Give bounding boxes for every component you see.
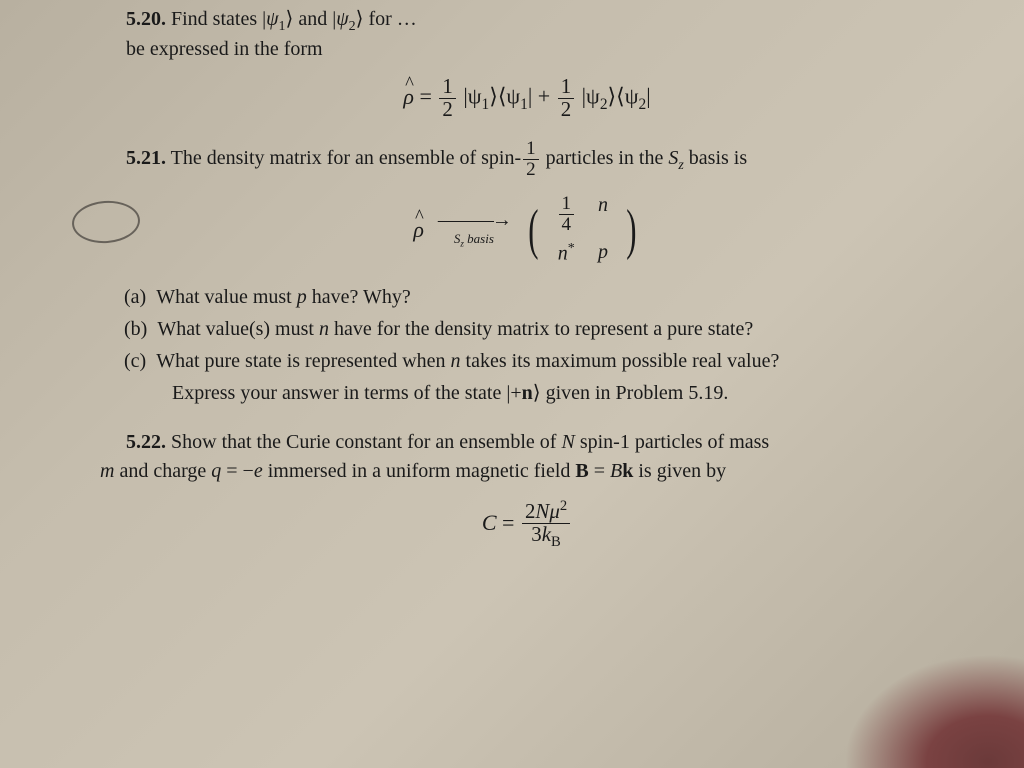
textbook-page: 5.20. Find states |ψ1⟩ and |ψ2⟩ for … be…: [0, 6, 1024, 768]
one-half-inline: 12: [523, 139, 539, 180]
density-matrix: 14 n n* p: [557, 194, 609, 266]
matrix-m11: 14: [557, 194, 577, 235]
rho-hat: ρ: [403, 84, 414, 110]
problem-5-20-line2: be expressed in the form: [90, 36, 964, 62]
density-matrix-equation: ρ ———→ Sz basis ( 14 n n* p: [90, 194, 964, 266]
problem-5-21-statement: 5.21. The density matrix for an ensemble…: [90, 139, 964, 180]
problem-number-5-21: 5.21.: [126, 147, 166, 169]
one-half: 1 2: [439, 76, 455, 121]
matrix-m22: p: [598, 241, 608, 266]
curie-constant-equation: C = 2Nμ2 3kB: [90, 499, 964, 550]
matrix-m21: n*: [557, 241, 577, 266]
problem-5-22-line1: 5.22. Show that the Curie constant for a…: [126, 429, 964, 456]
finger-shadow: [844, 654, 1024, 768]
part-c: (c) What pure state is represented when …: [90, 347, 964, 375]
one-half: 1 2: [558, 76, 574, 121]
curie-fraction: 2Nμ2 3kB: [522, 499, 570, 550]
equation-5-20: ρ = 1 2 |ψ1⟩⟨ψ1| + 1 2 |ψ2⟩⟨ψ2|: [90, 76, 964, 121]
rho-hat: ρ: [413, 217, 424, 243]
problem-5-22: 5.22. Show that the Curie constant for a…: [90, 429, 964, 550]
part-b: (b) What value(s) must n have for the de…: [90, 315, 964, 343]
left-paren: (: [528, 202, 538, 258]
problem-number-5-20: 5.20.: [126, 8, 166, 30]
matrix-m12: n: [598, 194, 608, 235]
problem-5-21: 5.21. The density matrix for an ensemble…: [90, 139, 964, 407]
arrow-sz-basis: ———→ Sz basis: [438, 210, 510, 249]
part-c-line2: Express your answer in terms of the stat…: [90, 379, 964, 407]
problem-5-20-line1: 5.20. Find states |ψ1⟩ and |ψ2⟩ for …: [90, 6, 964, 36]
part-a: (a) What value must p have? Why?: [90, 283, 964, 311]
right-paren: ): [626, 202, 636, 258]
problem-number-5-22: 5.22.: [126, 431, 166, 453]
problem-5-20: 5.20. Find states |ψ1⟩ and |ψ2⟩ for … be…: [90, 6, 964, 121]
problem-5-22-line2: m and charge q = −e immersed in a unifor…: [90, 458, 964, 485]
